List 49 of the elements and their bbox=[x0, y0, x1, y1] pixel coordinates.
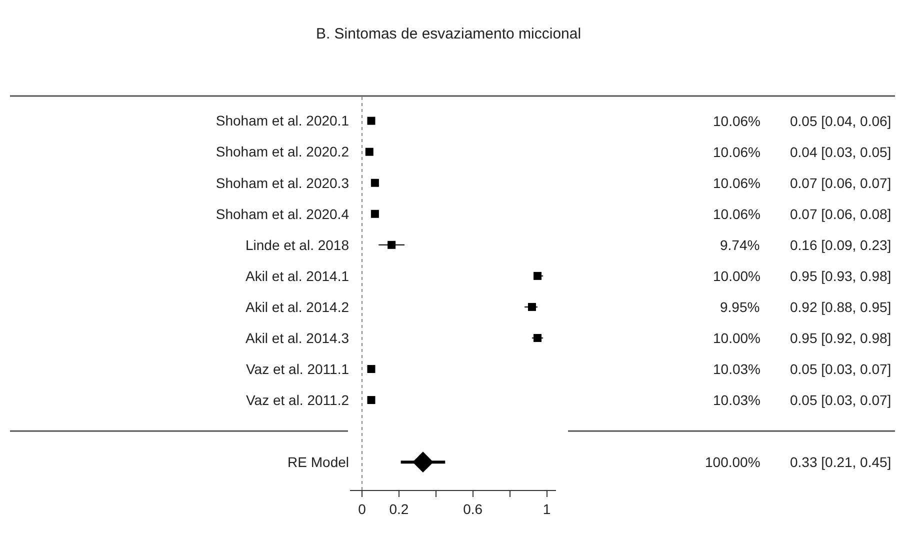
x-tick-label: 0.2 bbox=[389, 500, 409, 517]
y-tick-label: Shoham et al. 2020.1 bbox=[216, 112, 350, 129]
x-tick-label: 1 bbox=[542, 500, 551, 517]
text: 10.06% bbox=[713, 175, 760, 191]
text: 100.00% bbox=[705, 454, 760, 470]
y-tick-label: Akil et al. 2014.2 bbox=[245, 298, 350, 315]
y-tick-label: Linde et al. 2018 bbox=[245, 236, 350, 253]
point bbox=[528, 302, 536, 311]
point bbox=[370, 178, 379, 187]
point bbox=[367, 116, 376, 125]
point bbox=[367, 365, 376, 374]
y-tick-label: Akil et al. 2014.1 bbox=[245, 268, 350, 284]
data-label: 0.95 [0.92, 0.98] bbox=[790, 330, 892, 346]
y-tick-label: Vaz et al. 2011.1 bbox=[246, 360, 350, 377]
y-tick-label: Shoham et al. 2020.2 bbox=[216, 144, 350, 160]
text: 10.00% bbox=[713, 268, 760, 284]
data-label: 0.16 [0.09, 0.23] bbox=[790, 237, 892, 253]
data-label: 0.07 [0.06, 0.08] bbox=[790, 206, 892, 222]
data-label: 0.04 [0.03, 0.05] bbox=[790, 144, 892, 160]
chart-title: B. Sintomas de esvaziamento miccional bbox=[316, 26, 582, 42]
point bbox=[388, 240, 396, 249]
text: 0.33 [0.21, 0.45] bbox=[790, 454, 892, 470]
data-label: 0.05 [0.03, 0.07] bbox=[790, 361, 892, 377]
text: 10.06% bbox=[713, 113, 760, 129]
text: 9.95% bbox=[720, 299, 760, 315]
data-label: 0.95 [0.93, 0.98] bbox=[790, 268, 892, 284]
y-tick-label: RE Model bbox=[288, 454, 349, 470]
text: 10.06% bbox=[713, 144, 760, 160]
text: 10.06% bbox=[713, 206, 760, 222]
point bbox=[412, 452, 434, 472]
text: 10.03% bbox=[713, 361, 760, 377]
data-label: 0.05 [0.04, 0.06] bbox=[790, 113, 892, 129]
x-tick-label: 0.6 bbox=[463, 500, 483, 517]
x-tick-label: 0 bbox=[358, 500, 366, 517]
point bbox=[370, 210, 379, 218]
y-tick-label: Vaz et al. 2011.2 bbox=[246, 392, 350, 408]
data-label: 0.05 [0.03, 0.07] bbox=[790, 392, 892, 408]
data-label: 0.07 [0.06, 0.07] bbox=[790, 175, 892, 191]
text: 10.00% bbox=[713, 330, 760, 346]
data-label: 0.92 [0.88, 0.95] bbox=[790, 299, 892, 315]
y-tick-label: Akil et al. 2014.3 bbox=[245, 330, 350, 346]
point bbox=[365, 148, 374, 156]
point bbox=[367, 396, 376, 404]
text: 10.03% bbox=[713, 392, 760, 408]
point bbox=[534, 334, 542, 342]
y-tick-label: Shoham et al. 2020.3 bbox=[216, 174, 350, 191]
point bbox=[534, 272, 542, 280]
text: 9.74% bbox=[720, 237, 760, 253]
y-tick-label: Shoham et al. 2020.4 bbox=[216, 206, 350, 222]
